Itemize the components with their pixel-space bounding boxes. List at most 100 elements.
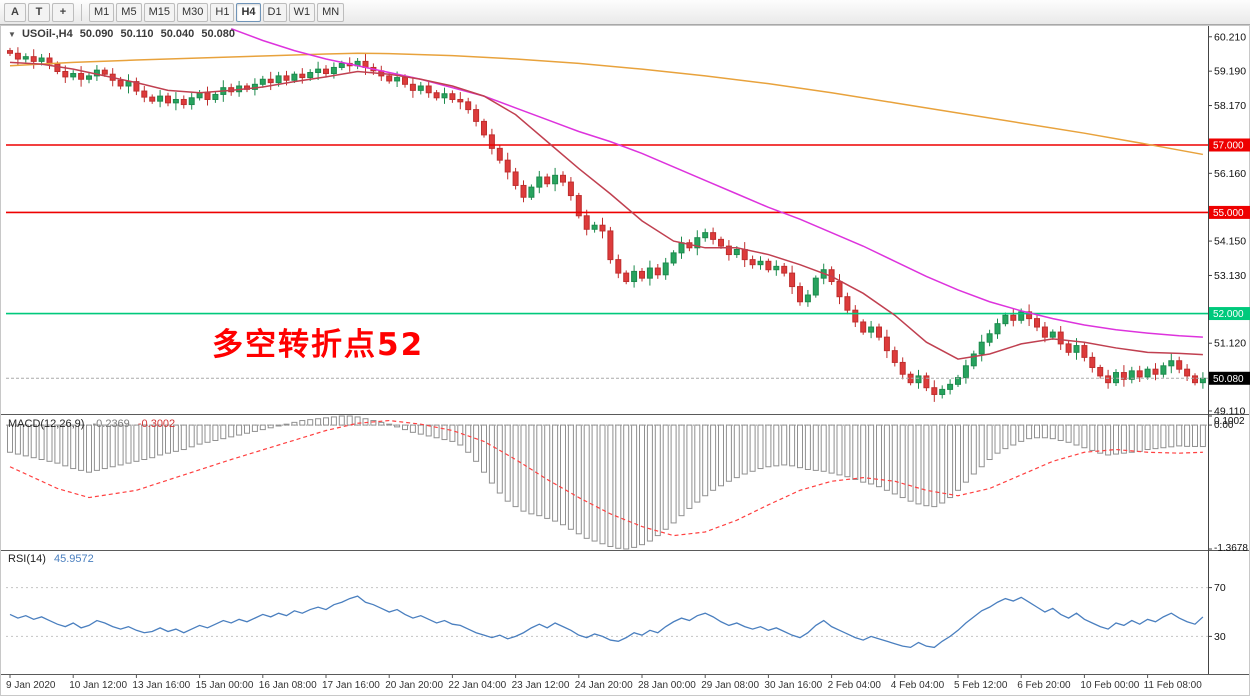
macd-histogram-bar: [1057, 424, 1064, 441]
candle-body: [78, 73, 85, 80]
timeframe-button-m1[interactable]: M1: [89, 2, 115, 22]
macd-histogram-bar: [970, 424, 977, 475]
timeframe-button-w1[interactable]: W1: [288, 2, 316, 22]
macd-histogram-bar: [117, 424, 124, 466]
level-line-57.000[interactable]: 57.000: [6, 138, 1250, 152]
macd-indicator-label: MACD(12,26,9) -0.2369 -0.3002: [8, 418, 175, 430]
candle-body: [710, 232, 717, 240]
time-axis-label: 23 Jan 12:00: [512, 680, 570, 691]
macd-axis-label: 0.1002: [1214, 416, 1245, 427]
toolbar: A T + M1 M5 M15 M30 H1 H4 D1 W1 MN: [0, 0, 1250, 25]
candle-body: [1152, 368, 1159, 375]
candle-body: [307, 72, 314, 79]
macd-histogram-bar: [812, 424, 819, 471]
candle-body: [402, 77, 408, 85]
time-axis-label: 5 Feb 12:00: [954, 680, 1008, 691]
candle-body: [1073, 345, 1080, 353]
rsi-indicator-label: RSI(14) 45.9572: [8, 553, 94, 565]
macd-histogram-bar: [378, 421, 385, 426]
price-low-value: 50.040: [160, 28, 195, 40]
time-axis[interactable]: 9 Jan 2020 10 Jan 12:00 13 Jan 16:00 15 Jan…: [6, 675, 1202, 691]
crosshair-tool-button[interactable]: +: [52, 2, 74, 22]
macd-histogram-bar: [962, 424, 969, 483]
timeframe-button-d1[interactable]: D1: [262, 2, 287, 22]
candle-body: [749, 259, 756, 266]
timeframe-button-m30[interactable]: M30: [176, 2, 209, 22]
level-line-55.000[interactable]: 55.000: [6, 205, 1250, 219]
macd-signal-value: -0.3002: [137, 418, 176, 430]
timeframe-button-m5[interactable]: M5: [116, 2, 142, 22]
cursor-tool-button[interactable]: A: [4, 2, 26, 22]
candle-body: [1041, 326, 1048, 338]
price-axis-label: 49.110: [1214, 405, 1245, 417]
candle-body: [915, 375, 922, 384]
macd-histogram-bar: [662, 424, 669, 530]
timeframe-button-h4[interactable]: H4: [236, 2, 261, 22]
macd-histogram-bar: [449, 424, 456, 442]
candle-body: [1018, 311, 1025, 321]
candle-body: [141, 90, 148, 98]
time-axis-label: 16 Jan 08:00: [259, 680, 317, 691]
macd-histogram-bar: [70, 424, 77, 470]
candle-body: [773, 265, 780, 271]
price-axis[interactable]: 60.210 59.190 58.170 56.160 54.150 53.130 51.1…: [1208, 31, 1246, 417]
candle-body: [338, 62, 345, 68]
macd-axis-label: -1.3678: [1214, 543, 1248, 554]
macd-histogram-bar: [7, 424, 13, 453]
macd-histogram-bar: [78, 424, 85, 471]
candle-body: [1089, 356, 1096, 368]
candle-body: [1128, 370, 1135, 380]
level-line-52.000[interactable]: 52.000: [6, 307, 1250, 321]
macd-histogram-bar: [315, 418, 322, 426]
macd-histogram-bar: [488, 424, 495, 484]
candle-body: [615, 259, 622, 274]
text-tool-button[interactable]: T: [28, 2, 50, 22]
candle-body: [599, 224, 606, 232]
pane-borders: [0, 25, 1250, 696]
chart-annotation-text[interactable]: 多空转折点52: [212, 327, 425, 363]
candle-body: [1057, 331, 1064, 345]
macd-histogram-bar: [457, 424, 464, 446]
rsi-pane[interactable]: 70 30: [6, 582, 1226, 649]
timeframe-button-mn[interactable]: MN: [317, 2, 345, 22]
candle-body: [172, 98, 179, 104]
time-axis-label: 11 Feb 08:00: [1144, 680, 1203, 691]
candle-body: [552, 174, 559, 185]
time-axis-label: 4 Feb 04:00: [891, 680, 945, 691]
macd-histogram-bar: [670, 424, 677, 524]
macd-histogram-bar: [1010, 424, 1017, 446]
macd-histogram-bar: [394, 424, 401, 428]
timeframe-button-m15[interactable]: M15: [143, 2, 175, 22]
timeframe-button-h1[interactable]: H1: [210, 2, 235, 22]
candle-body: [433, 92, 440, 99]
macd-histogram-bar: [1184, 424, 1191, 447]
macd-axis-label: 0.00: [1214, 420, 1234, 431]
candle-body: [149, 96, 156, 102]
chart-window[interactable]: 57.000 55.000 52.000 50.080 60.210 59.190 58.1…: [0, 25, 1250, 696]
candle-body: [670, 252, 677, 264]
macd-histogram-bar: [955, 424, 961, 491]
time-axis-label: 10 Feb 00:00: [1080, 680, 1139, 691]
macd-histogram-bar: [828, 424, 835, 474]
rsi-indicator-name: RSI(14): [8, 553, 46, 565]
macd-histogram-bar: [1065, 424, 1072, 443]
macd-histogram-bar: [62, 424, 69, 467]
candle-body: [180, 98, 187, 106]
candlestick-series[interactable]: [7, 47, 1206, 402]
candle-body: [14, 52, 21, 60]
macd-histogram-bar: [212, 424, 219, 441]
macd-histogram-bar: [1081, 424, 1088, 449]
macd-histogram-bar: [1160, 424, 1167, 449]
symbol-dropdown-icon[interactable]: ▼: [8, 30, 16, 39]
macd-histogram-bar: [694, 424, 701, 503]
chart-canvas[interactable]: 57.000 55.000 52.000 50.080 60.210 59.190 58.1…: [0, 25, 1250, 696]
candle-body: [473, 109, 480, 122]
chart-symbol-period: USOil-,H4: [21, 28, 73, 40]
candle-body: [536, 176, 543, 188]
candle-body: [1105, 375, 1112, 384]
candle-body: [1026, 311, 1033, 320]
macd-histogram-bar: [1152, 424, 1159, 450]
candle-body: [631, 270, 638, 283]
candle-body: [291, 73, 298, 81]
